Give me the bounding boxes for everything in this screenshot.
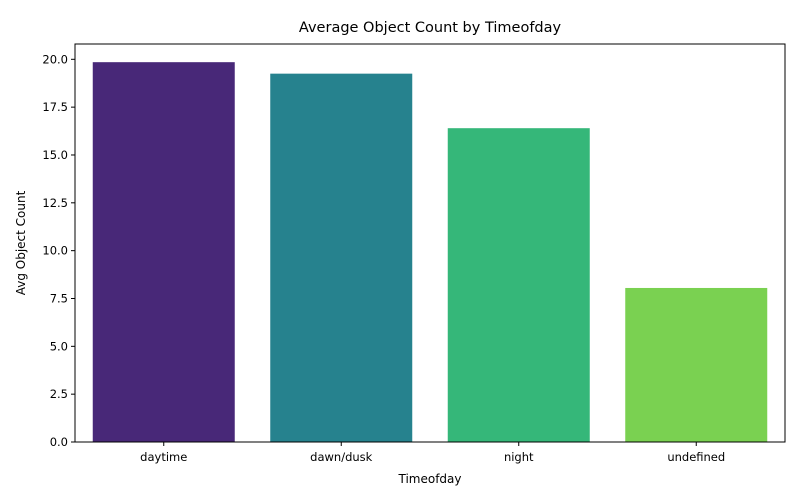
bar-undefined (625, 287, 768, 442)
y-tick-label: 0.0 (50, 435, 68, 449)
y-tick-label: 2.5 (50, 387, 68, 401)
y-tick-label: 17.5 (42, 100, 68, 114)
x-tick-label: undefined (667, 450, 725, 464)
bars-group (92, 62, 768, 442)
y-tick-label: 15.0 (42, 148, 68, 162)
y-tick-label: 5.0 (50, 339, 68, 353)
chart-title: Average Object Count by Timeofday (299, 20, 562, 36)
x-axis: daytime dawn/dusk night undefined (140, 442, 725, 464)
y-tick-label: 20.0 (42, 52, 68, 66)
y-axis-label: Avg Object Count (14, 190, 28, 295)
y-tick-label: 12.5 (42, 196, 68, 210)
y-tick-label: 10.0 (42, 244, 68, 258)
x-tick-label: night (504, 450, 534, 464)
plot-frame (74, 43, 786, 443)
y-axis: 0.0 2.5 5.0 7.5 10.0 12.5 15.0 17.5 20.0 (42, 52, 75, 449)
bar-daytime (92, 62, 235, 442)
x-axis-label: Timeofday (397, 472, 461, 486)
bar-night (447, 128, 590, 442)
y-tick-label: 7.5 (50, 291, 68, 305)
bar-dawn-dusk (270, 73, 413, 442)
x-tick-label: dawn/dusk (310, 450, 372, 464)
x-tick-label: daytime (140, 450, 187, 464)
